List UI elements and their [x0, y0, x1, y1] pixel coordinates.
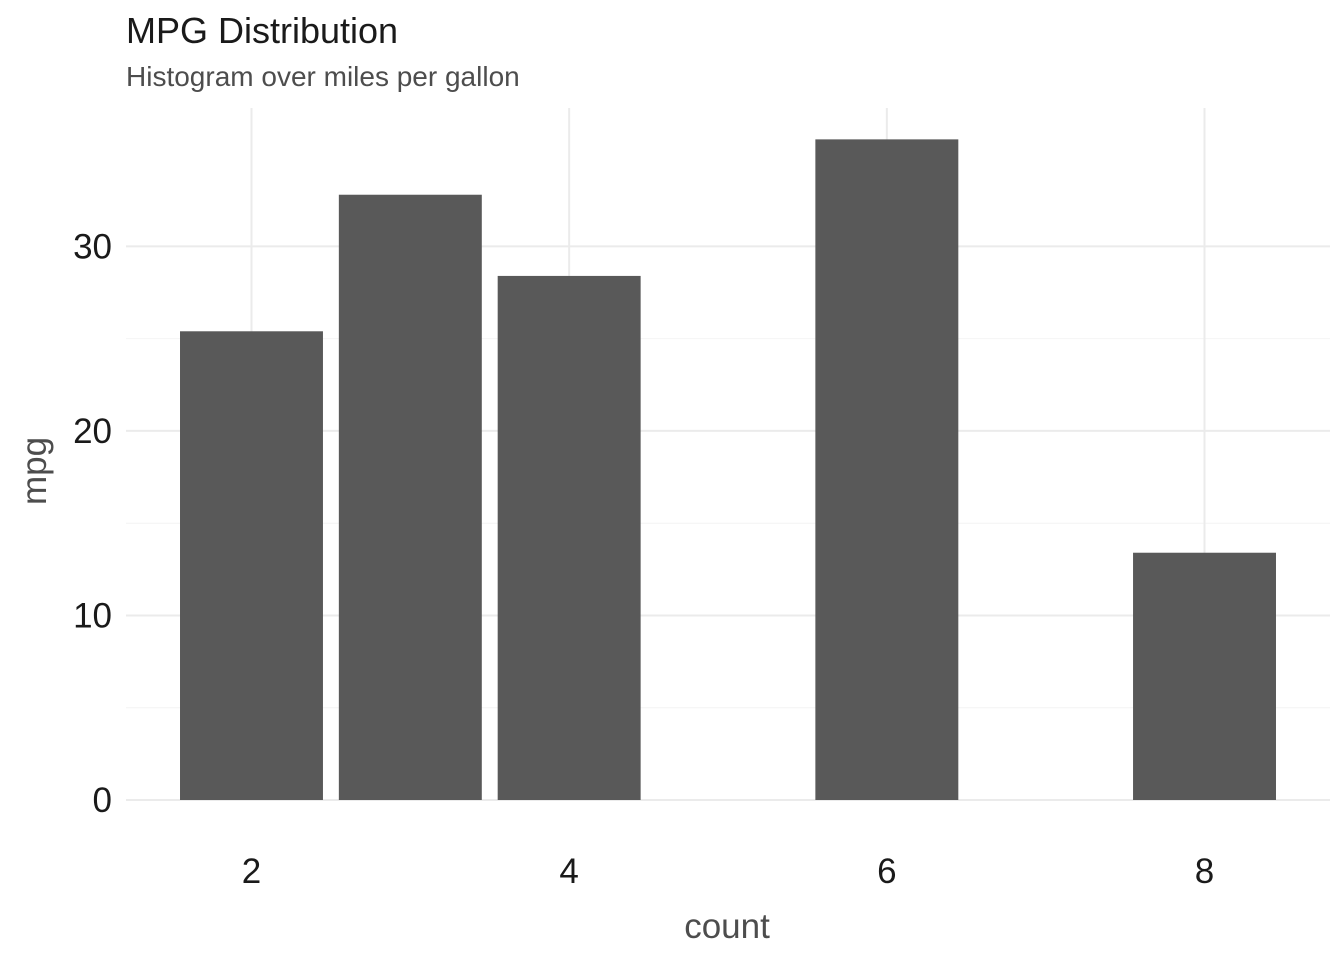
bar [497, 275, 641, 801]
y-axis-ticks: 0 10 20 30 [73, 227, 112, 820]
chart-subtitle: Histogram over miles per gallon [126, 61, 520, 92]
x-axis-title: count [684, 907, 770, 946]
x-axis-ticks: 2 4 6 8 [242, 852, 1215, 891]
bar [1133, 552, 1276, 800]
x-tick-label: 4 [559, 852, 578, 891]
x-tick-label: 8 [1195, 852, 1214, 891]
y-tick-label: 10 [73, 596, 112, 635]
bar [815, 139, 959, 800]
x-tick-label: 2 [242, 852, 261, 891]
x-tick-label: 6 [877, 852, 896, 891]
y-tick-label: 0 [93, 781, 112, 820]
y-axis-title: mpg [15, 437, 54, 505]
y-tick-label: 30 [73, 227, 112, 266]
chart-title: MPG Distribution [126, 10, 399, 51]
y-tick-label: 20 [73, 412, 112, 451]
bars [180, 139, 1276, 801]
bar [180, 331, 323, 800]
bar [338, 194, 482, 801]
